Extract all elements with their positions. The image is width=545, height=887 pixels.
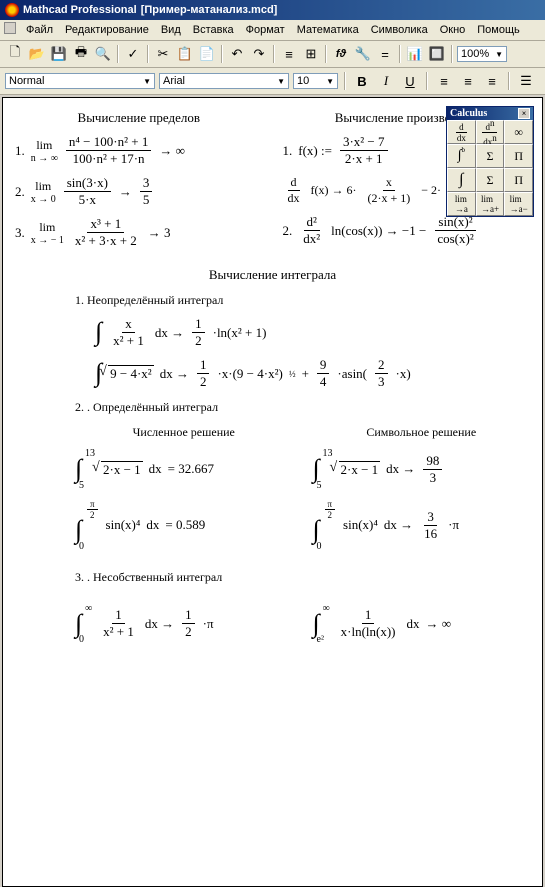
graph-icon[interactable]: 📊 [405,44,425,64]
calc-limr[interactable]: lim→a+ [476,192,505,216]
limit-3[interactable]: 3. limx → − 1 x³ + 1x² + 3·x + 2 → 3 [15,216,263,249]
separator [147,45,149,63]
chevron-down-icon: ▼ [495,50,503,59]
align-center-icon[interactable]: ≡ [458,71,478,91]
separator [273,45,275,63]
zoom-value: 100% [461,48,489,60]
separator [508,72,510,90]
align-left-icon[interactable]: ≡ [434,71,454,91]
component-icon[interactable]: 🔲 [427,44,447,64]
separator [399,45,401,63]
style-dropdown[interactable]: Normal ▼ [5,73,155,89]
align2-icon[interactable]: ⊞ [301,44,321,64]
paste-icon[interactable]: 📄 [197,44,217,64]
separator [451,45,453,63]
menubar: Файл Редактирование Вид Вставка Формат М… [0,20,545,41]
def-integral-1-num[interactable]: 13∫5 2·x − 1 dx = 32.667 [75,448,293,491]
zoom-dropdown[interactable]: 100% ▼ [457,46,507,62]
calc-sum[interactable]: Σ [476,144,505,168]
menu-file[interactable]: Файл [21,22,58,38]
chevron-down-icon: ▼ [143,77,151,86]
improper-1[interactable]: ∞∫0 1x² + 1 dx → 12 ·π [75,603,293,646]
new-icon[interactable]: 🗋 [5,44,25,64]
separator [117,45,119,63]
subheading-indef: 1. Неопределённый интеграл [75,293,530,308]
italic-button[interactable]: I [376,71,396,91]
calc-prodr[interactable]: Π [504,168,533,192]
size-dropdown[interactable]: 10 ▼ [293,73,338,89]
def-integral-2-sym[interactable]: π2∫0 sin(x)⁴ dx → 316 ·π [313,499,531,552]
font-dropdown[interactable]: Arial ▼ [159,73,289,89]
calc-sumr[interactable]: Σ [476,168,505,192]
menu-format[interactable]: Формат [241,22,290,38]
calc-nderiv[interactable]: dndxn [476,120,505,144]
menu-window[interactable]: Окно [435,22,471,38]
deriv-2[interactable]: 2. d²dx² ln(cos(x)) → −1 − sin(x)²cos(x)… [283,214,531,247]
bold-button[interactable]: B [352,71,372,91]
def-integral-2-num[interactable]: π2∫0 sin(x)⁴ dx = 0.589 [75,499,293,552]
save-icon[interactable]: 💾 [49,44,69,64]
numeric-label: Численное решение [75,425,293,440]
align-right-icon[interactable]: ≡ [482,71,502,91]
calc-defint[interactable]: ∫b [447,144,476,168]
integral-1[interactable]: ∫ xx² + 1 dx → 12 ·ln(x² + 1) [95,316,530,349]
titlebar-app: Mathcad Professional [23,4,137,16]
spellcheck-icon[interactable]: ✓ [123,44,143,64]
menu-symbolic[interactable]: Символика [366,22,433,38]
subheading-def: 2. . Определённый интеграл [75,400,530,415]
titlebar-doc: [Пример-матанализ.mcd] [141,4,278,16]
def-integral-1-sym[interactable]: 13∫5 2·x − 1 dx → 983 [313,448,531,491]
titlebar: Mathcad Professional [Пример-матанализ.m… [0,0,545,20]
calc-prod[interactable]: Π [504,144,533,168]
menu-view[interactable]: Вид [156,22,186,38]
fx-icon[interactable]: fϑ [331,44,351,64]
integral-2[interactable]: ∫ 9 − 4·x² dx → 12 ·x·(9 − 4·x²)½ + 94 ·… [95,357,530,390]
toolbar-main: 🗋 📂 💾 🖶 🔍 ✓ ✂ 📋 📄 ↶ ↷ ≡ ⊞ fϑ 🔧 = 📊 🔲 100… [0,41,545,68]
separator [426,72,428,90]
align-icon[interactable]: ≡ [279,44,299,64]
heading-integral: Вычисление интеграла [15,267,530,283]
separator [344,72,346,90]
calc-infinity[interactable]: ∞ [504,120,533,144]
calc-liml[interactable]: lim→a− [504,192,533,216]
close-icon[interactable]: × [518,108,530,119]
app-icon [5,3,19,17]
separator [325,45,327,63]
unit-icon[interactable]: 🔧 [353,44,373,64]
limit-1[interactable]: 1. limn → ∞ n⁴ − 100·n² + 1100·n² + 17·n… [15,134,263,167]
menu-edit[interactable]: Редактирование [60,22,154,38]
calc-icon[interactable]: = [375,44,395,64]
font-value: Arial [163,75,185,87]
preview-icon[interactable]: 🔍 [93,44,113,64]
calc-deriv[interactable]: ddx [447,120,476,144]
open-icon[interactable]: 📂 [27,44,47,64]
heading-limits: Вычисление пределов [15,110,263,126]
workspace[interactable]: Calculus × ddx dndxn ∞ ∫b Σ Π ∫ Σ Π lim→… [2,97,543,887]
cut-icon[interactable]: ✂ [153,44,173,64]
calc-int[interactable]: ∫ [447,168,476,192]
limit-2[interactable]: 2. limx → 0 sin(3·x)5·x → 35 [15,175,263,208]
separator [221,45,223,63]
underline-button[interactable]: U [400,71,420,91]
bullets-icon[interactable]: ☰ [516,71,536,91]
calc-lim[interactable]: lim→a [447,192,476,216]
calculus-palette[interactable]: Calculus × ddx dndxn ∞ ∫b Σ Π ∫ Σ Π lim→… [446,106,534,217]
toolbar-format: Normal ▼ Arial ▼ 10 ▼ B I U ≡ ≡ ≡ ☰ [0,68,545,95]
subheading-improper: 3. . Несобственный интеграл [75,570,530,585]
calculus-grid: ddx dndxn ∞ ∫b Σ Π ∫ Σ Π lim→a lim→a+ li… [447,120,533,216]
undo-icon[interactable]: ↶ [227,44,247,64]
menu-help[interactable]: Помощь [472,22,525,38]
menu-math[interactable]: Математика [292,22,364,38]
chevron-down-icon: ▼ [326,77,334,86]
print-icon[interactable]: 🖶 [71,44,91,64]
copy-icon[interactable]: 📋 [175,44,195,64]
mdi-icon[interactable] [4,22,16,34]
menu-insert[interactable]: Вставка [188,22,239,38]
style-value: Normal [9,75,44,87]
redo-icon[interactable]: ↷ [249,44,269,64]
chevron-down-icon: ▼ [277,77,285,86]
improper-2[interactable]: ∞∫e² 1x·ln(ln(x)) dx → ∞ [313,603,531,646]
size-value: 10 [297,75,309,87]
symbolic-label: Символьное решение [313,425,531,440]
